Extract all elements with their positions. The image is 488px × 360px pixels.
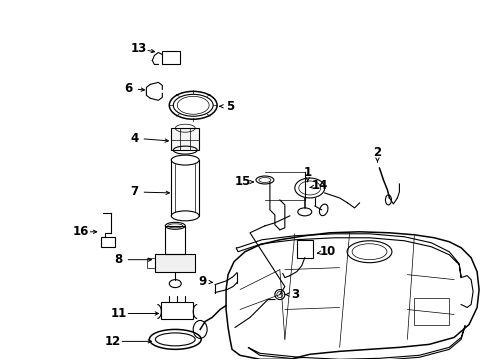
Text: 4: 4 [130,132,138,145]
Bar [171,128,199,150]
Bar [162,50,180,64]
Bar [413,298,448,325]
Text: 3: 3 [290,288,298,301]
Bar [165,226,185,254]
Text: 7: 7 [130,185,138,198]
Text: 16: 16 [72,225,89,238]
Bar [296,240,312,258]
Text: 5: 5 [225,100,234,113]
Bar [147,258,155,268]
Text: 9: 9 [198,275,206,288]
Text: 11: 11 [110,307,126,320]
Text: 6: 6 [124,82,132,95]
Bar [155,254,195,272]
Text: 2: 2 [373,145,381,159]
Text: 8: 8 [114,253,122,266]
Text: 10: 10 [319,245,335,258]
Bar [161,302,193,319]
Text: 13: 13 [130,42,146,55]
Text: 1: 1 [303,166,311,179]
Bar [101,237,114,247]
Text: 12: 12 [104,335,121,348]
Text: 15: 15 [234,175,251,189]
Text: 14: 14 [311,180,327,193]
